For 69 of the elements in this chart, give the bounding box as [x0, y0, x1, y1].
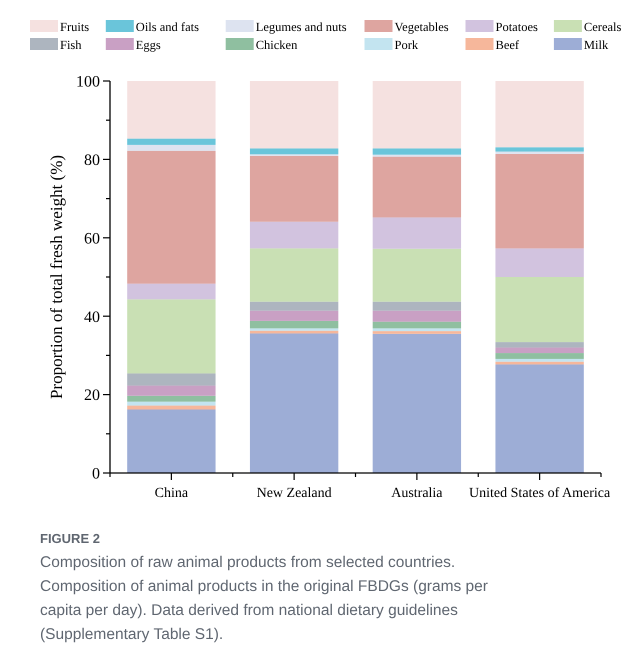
legend-label: Chicken [256, 38, 298, 52]
bar [372, 217, 462, 249]
bar [250, 310, 338, 321]
bar [372, 148, 462, 155]
bar [127, 406, 216, 410]
y-tick-label: 80 [84, 152, 100, 169]
bar [372, 156, 462, 218]
bar [495, 277, 584, 342]
x-tick-label: China [154, 486, 189, 501]
legend-label: Fruits [60, 20, 90, 34]
bar [127, 373, 216, 386]
legend-label: Pork [394, 38, 419, 52]
bar [372, 328, 462, 332]
bar [495, 154, 584, 248]
bar [495, 353, 584, 359]
bar [495, 248, 584, 277]
y-tick-label: 100 [76, 74, 100, 91]
x-tick-label: United States of America [469, 486, 611, 501]
legend-label: Beef [496, 38, 520, 52]
bar [372, 322, 462, 328]
legend-label: Milk [584, 38, 609, 52]
legend-label: Fish [60, 38, 82, 52]
bar [495, 147, 584, 152]
bar [495, 362, 584, 364]
bar [372, 310, 462, 322]
legend-label: Potatoes [496, 20, 538, 34]
bar [372, 302, 462, 311]
bar [495, 342, 584, 348]
bar [127, 138, 216, 145]
legend-label: Vegetables [394, 20, 449, 34]
legend-label: Cereals [584, 20, 622, 34]
bar [250, 156, 338, 222]
y-tick-label: 20 [84, 387, 100, 404]
bar [127, 144, 216, 151]
bar [250, 148, 338, 154]
bar [250, 333, 338, 473]
legend-label: Eggs [136, 38, 161, 52]
y-tick-label: 0 [92, 466, 100, 483]
bar [495, 348, 584, 354]
y-tick-label: 40 [84, 308, 100, 326]
bar [372, 248, 462, 302]
bar [127, 386, 216, 396]
bar [250, 320, 338, 328]
bar [495, 358, 584, 362]
bar [372, 331, 462, 334]
bar [127, 299, 216, 374]
bar [250, 302, 338, 311]
bar [127, 284, 216, 300]
x-tick-label: New Zealand [256, 486, 332, 501]
y-tick-label: 60 [84, 230, 100, 248]
bar [127, 396, 216, 402]
bar [127, 409, 216, 473]
bar [372, 81, 462, 148]
legend-label: Oils and fats [136, 20, 200, 34]
bar [127, 150, 216, 284]
bar [495, 364, 584, 473]
bar [250, 222, 338, 248]
bar [127, 81, 216, 139]
bar [250, 81, 338, 148]
bar [250, 330, 338, 334]
text: Composition of raw animal products from selected countries. Composition of animal products in the original FBDGs (grams per capita per day). Data derived from national dietary guidelines (Supplementary Table S1). [40, 554, 488, 643]
bar [495, 81, 584, 148]
y-axis-title: Proportion of total fresh weight (%) [47, 154, 66, 400]
bar [372, 334, 462, 473]
bar [250, 248, 338, 302]
x-tick-label: Australia [391, 486, 444, 501]
bar [127, 402, 216, 406]
caption: FIGURE 2 [40, 531, 100, 546]
legend-label: Legumes and nuts [256, 20, 347, 34]
